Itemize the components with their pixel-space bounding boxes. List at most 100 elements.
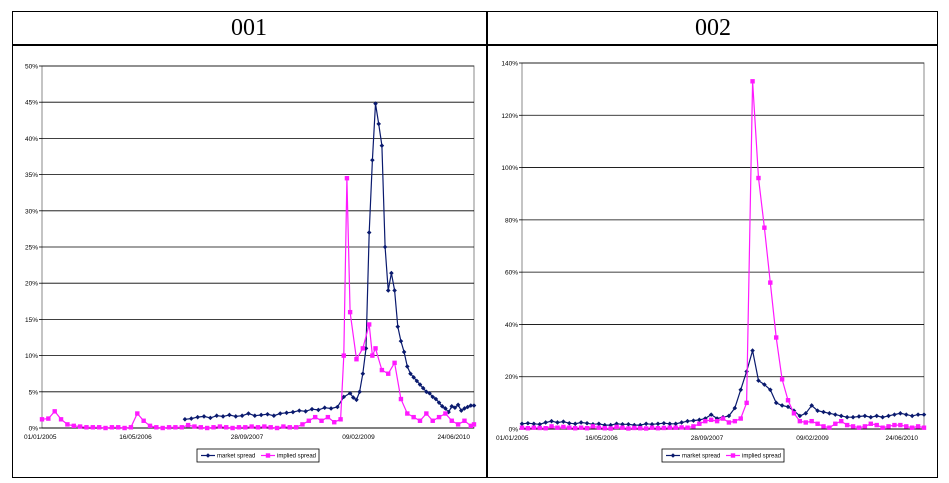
data-point [182,417,188,422]
data-point [573,426,578,431]
data-point [868,421,873,426]
data-point [803,420,808,425]
data-point [404,364,410,369]
legend-box [196,448,320,463]
legend-marker [205,453,211,458]
data-point [109,425,115,430]
data-point [360,371,366,376]
data-point [154,425,159,430]
data-point [309,406,315,412]
data-point [65,422,70,427]
y-tick-label: 0% [509,427,519,434]
data-point [549,418,554,424]
data-point [815,421,820,426]
data-point [702,416,708,421]
data-point [77,424,83,429]
data-point [160,425,165,431]
data-point [543,420,548,425]
data-point [84,425,89,430]
x-tick-label: 28/09/2007 [691,435,724,442]
data-point [179,425,184,430]
data-point [844,422,850,428]
y-tick-label: 40% [505,322,518,329]
legend-marker [265,453,271,458]
data-point [90,425,96,430]
data-point [815,408,820,413]
series-line-market [184,103,474,420]
data-point [147,423,153,429]
data-point [471,403,477,408]
data-point [531,425,537,430]
data-point [921,425,927,430]
data-point [850,424,856,429]
data-point [449,418,454,423]
data-point [268,425,273,430]
data-point [803,411,809,416]
data-point [638,426,643,431]
data-point [679,420,684,425]
chart-002: 0% 20% 40% 60% 80% 100% 120% 140% 01/01/2005 16/0… [496,61,927,463]
data-point [525,420,531,426]
data-point [236,425,242,430]
data-point [370,353,375,358]
data-point [685,425,690,430]
data-point [347,309,353,315]
data-point [850,414,856,420]
data-point [468,423,474,429]
x-tick-label: 16/05/2006 [585,435,618,442]
data-point [892,422,897,428]
data-point [762,225,767,230]
data-point [382,244,388,250]
data-point [319,418,324,423]
data-point [862,424,868,429]
data-point [632,425,637,431]
data-point [214,413,220,418]
data-point [262,424,267,429]
data-point [39,417,45,422]
data-point [277,411,283,416]
data-point [714,418,720,424]
data-point [614,421,619,427]
data-point [732,405,738,411]
panel-divider [486,11,488,478]
data-point [768,280,773,285]
data-point [392,360,397,366]
data-point [424,411,429,416]
data-point [424,389,429,395]
data-point [756,378,761,383]
data-point [246,411,251,416]
data-point [874,413,880,419]
data-point [195,414,200,420]
data-point [265,411,270,417]
y-tick-label: 10% [25,353,38,360]
data-point [555,425,560,430]
panel-title-002: 002 [695,15,731,41]
series-line-market [521,350,924,426]
data-point [328,406,334,411]
x-tick-label: 24/06/2010 [437,434,470,441]
data-point [427,390,432,396]
data-point [173,425,178,430]
data-point [608,426,613,431]
data-point [389,270,394,276]
y-tick-label: 20% [25,281,38,288]
data-point [366,322,372,327]
data-point [338,417,343,422]
y-tick-label: 15% [25,317,38,324]
data-point [373,101,378,106]
y-tick-label: 35% [25,172,38,179]
data-point [398,396,404,402]
data-point [756,175,761,181]
data-point [417,418,423,423]
data-point [909,425,915,430]
data-point [691,424,696,429]
data-point [555,420,560,425]
data-point [392,288,397,293]
data-point [408,371,413,376]
data-point [188,416,194,421]
data-point [744,400,749,406]
data-point [446,409,451,415]
data-point [779,403,785,408]
data-point [386,371,391,376]
data-point [255,425,261,430]
